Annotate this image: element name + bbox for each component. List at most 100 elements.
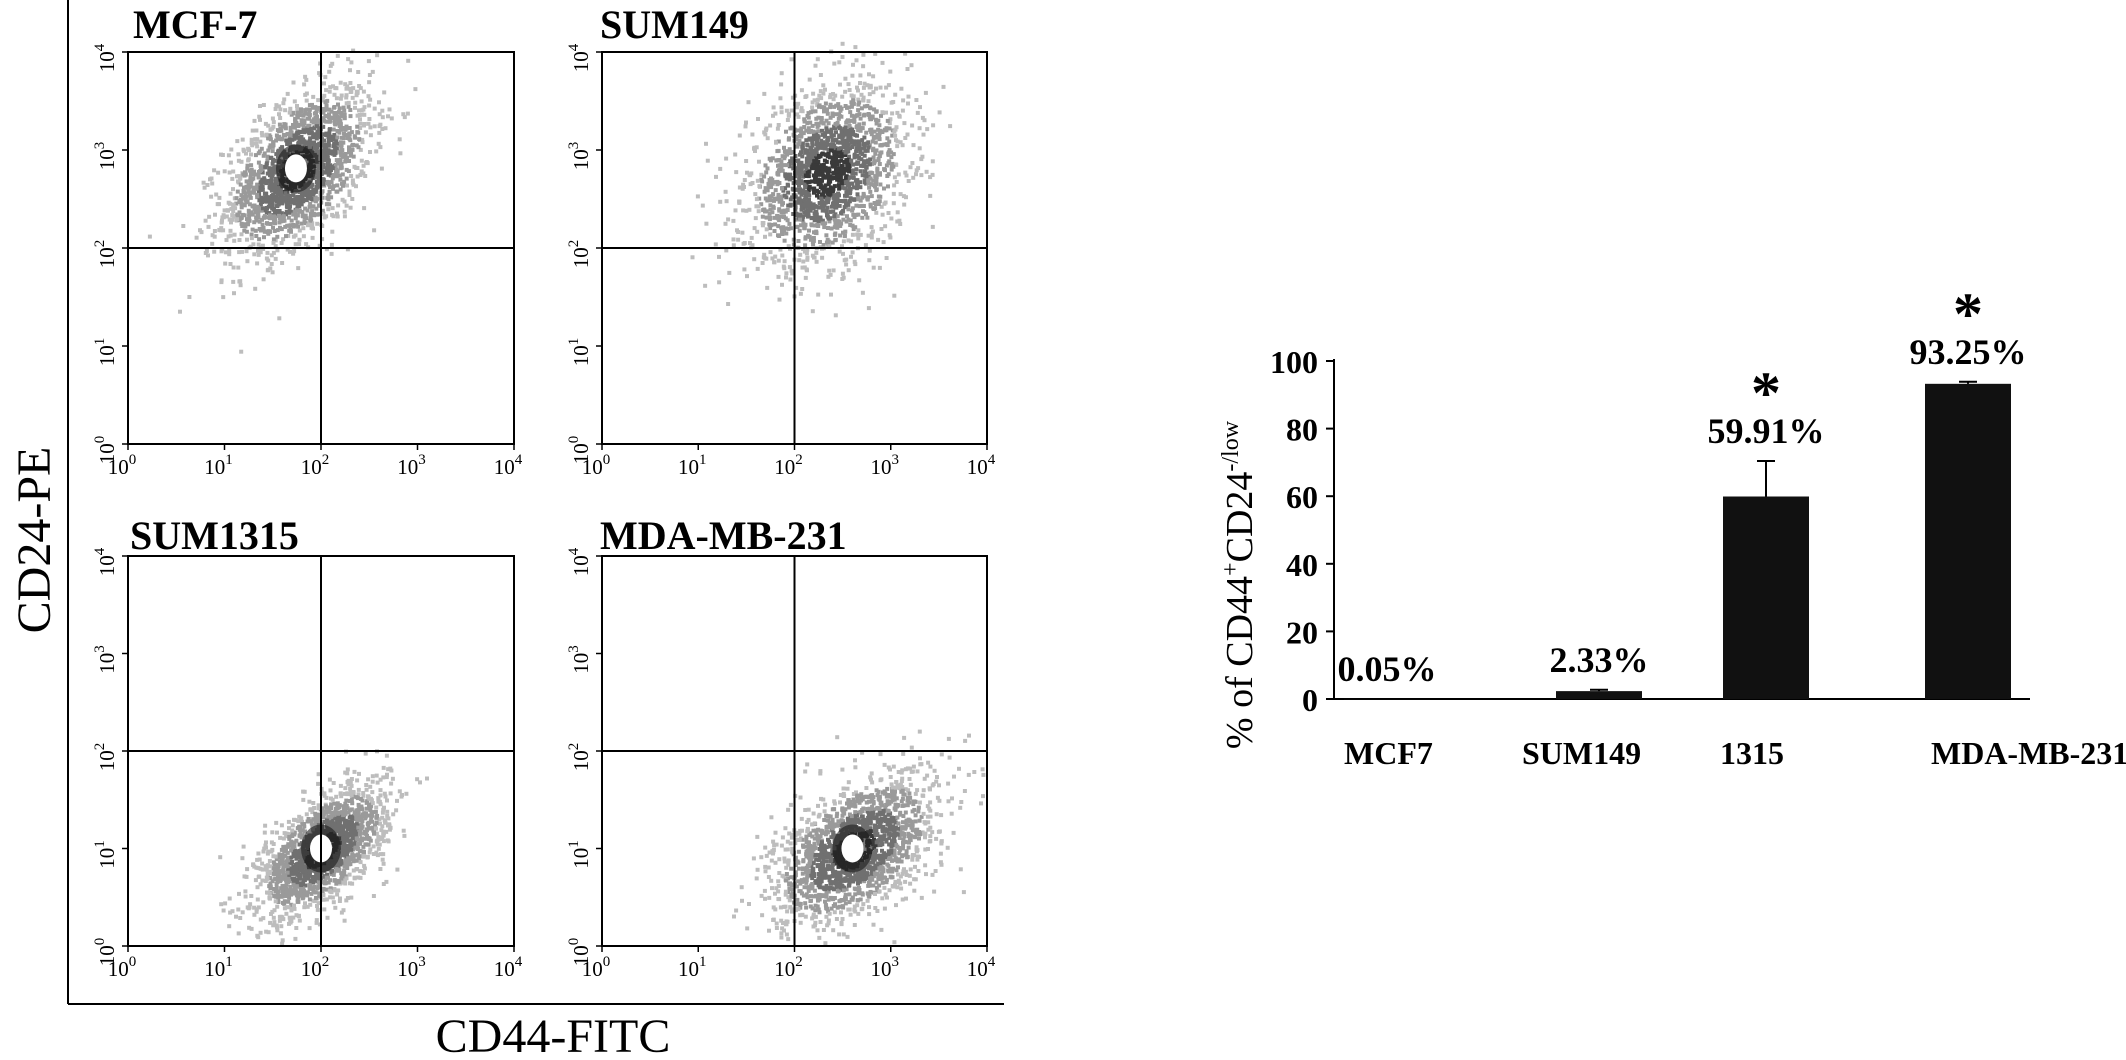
event-dot [839, 106, 844, 111]
event-dot [755, 229, 760, 234]
event-dot [850, 206, 855, 211]
event-dot [320, 809, 325, 814]
event-dot [835, 223, 840, 228]
event-dot [334, 794, 339, 799]
event-dot [891, 201, 896, 206]
event-dot [375, 813, 380, 818]
event-dot [257, 114, 262, 119]
event-dot [835, 214, 840, 219]
event-dot [234, 914, 238, 919]
event-dot [277, 200, 282, 205]
event-dot [749, 235, 754, 240]
event-dot [351, 86, 356, 91]
event-dot [359, 826, 364, 831]
event-dot [767, 156, 772, 161]
event-dot [276, 864, 281, 868]
event-dot [212, 249, 217, 254]
event-dot [342, 791, 347, 796]
event-dot [248, 195, 253, 200]
event-dot [327, 69, 332, 74]
event-dot [819, 192, 824, 197]
event-dot [848, 189, 853, 194]
event-dot [201, 180, 206, 185]
event-dot [920, 115, 925, 120]
event-dot [876, 158, 881, 162]
event-dot [242, 173, 247, 178]
event-dot [366, 59, 371, 64]
event-dot [311, 889, 316, 894]
event-dot [317, 171, 321, 176]
event-dot [322, 907, 327, 912]
event-dot [386, 767, 391, 772]
event-dot [327, 112, 331, 117]
event-dot [315, 816, 320, 821]
event-dot [270, 270, 275, 275]
event-dot [894, 180, 899, 184]
event-dot [841, 217, 846, 222]
event-dot [288, 133, 293, 138]
event-dot [249, 180, 254, 185]
event-dot [370, 69, 375, 74]
event-dot [354, 858, 359, 863]
event-dot [330, 176, 335, 181]
event-dot [297, 814, 302, 819]
event-dot [867, 162, 872, 167]
event-dot [378, 788, 383, 793]
event-dot [887, 233, 892, 238]
event-dot [329, 802, 334, 807]
event-dot [289, 866, 294, 871]
event-dot [287, 872, 292, 877]
event-dot [886, 184, 890, 189]
event-dot [347, 189, 352, 194]
event-dot [276, 192, 280, 197]
event-dot [866, 145, 871, 150]
event-dot [372, 124, 377, 129]
event-dot [338, 119, 343, 124]
event-dot [269, 912, 273, 916]
event-dot [342, 868, 347, 873]
event-dot [295, 213, 300, 218]
event-dot [895, 144, 900, 149]
event-dot [853, 225, 858, 230]
event-dot [345, 780, 350, 784]
event-dot [723, 189, 728, 194]
event-dot [846, 176, 851, 181]
event-dot [891, 191, 896, 196]
event-dot [301, 118, 306, 123]
event-dot [269, 179, 274, 184]
event-dot [245, 237, 249, 242]
event-dot [371, 894, 376, 898]
event-dot [336, 110, 341, 115]
event-dot [395, 798, 399, 803]
event-dot [274, 197, 279, 202]
event-dot [883, 168, 887, 173]
event-dot [804, 138, 809, 143]
event-dot [889, 163, 894, 168]
event-dot [307, 204, 312, 209]
event-dot [857, 278, 862, 283]
event-dot [221, 295, 226, 300]
event-dot [281, 133, 286, 137]
event-dot [801, 214, 805, 219]
event-dot [800, 141, 805, 146]
event-dot [874, 178, 879, 183]
event-dot [806, 174, 811, 179]
event-dot [374, 805, 379, 810]
event-dot [745, 274, 749, 279]
event-dot [861, 121, 866, 126]
event-dot [790, 195, 795, 200]
event-dot [276, 897, 281, 902]
event-dot [847, 132, 852, 137]
event-dot [862, 135, 867, 140]
event-dot [911, 143, 916, 148]
event-dot [321, 116, 326, 121]
event-dot [361, 814, 366, 819]
event-dot [337, 124, 342, 129]
event-dot [842, 130, 847, 135]
x-tick-label: 101 [678, 452, 707, 479]
event-dot [304, 864, 309, 869]
event-dot [878, 172, 882, 177]
event-dot [267, 884, 272, 889]
event-dot [285, 91, 290, 96]
event-dot [247, 218, 252, 223]
